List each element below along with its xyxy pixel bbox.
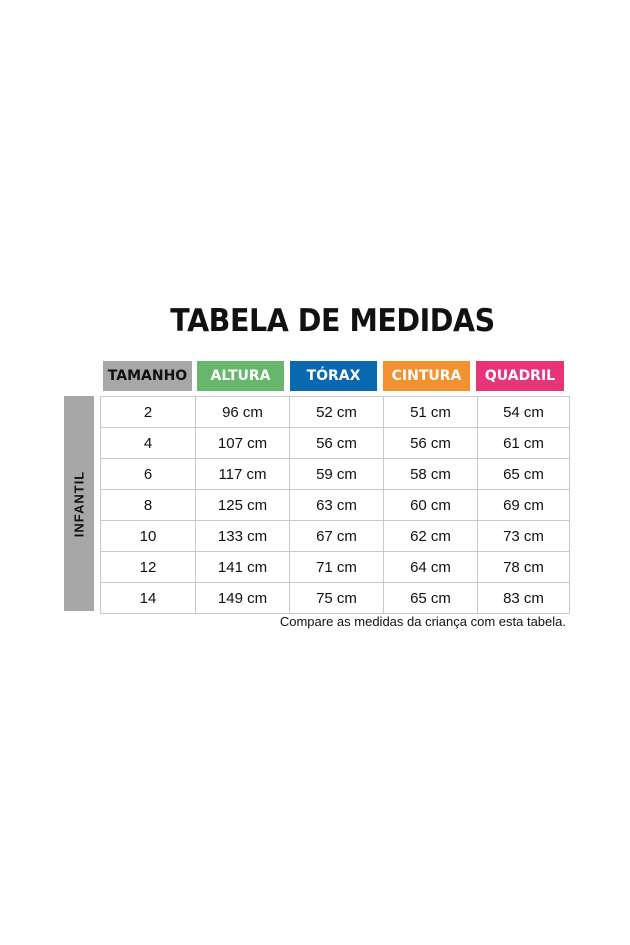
table-cell: 58 cm: [383, 458, 478, 490]
table-cell: 60 cm: [383, 489, 478, 521]
table-cell: 78 cm: [477, 551, 570, 583]
table-cell: 73 cm: [477, 520, 570, 552]
table-cell: 62 cm: [383, 520, 478, 552]
column-header-cintura: CINTURA: [383, 361, 470, 391]
table-cell: 75 cm: [289, 582, 384, 614]
size-group-text: INFANTIL: [71, 470, 87, 537]
table-cell: 63 cm: [289, 489, 384, 521]
size-table: 2 96 cm 52 cm 51 cm 54 cm 4 107 cm 56 cm 56 cm 61…: [100, 396, 570, 614]
table-cell: 54 cm: [477, 396, 570, 428]
table-cell: 69 cm: [477, 489, 570, 521]
table-cell: 107 cm: [195, 427, 290, 459]
table-cell: 6: [100, 458, 196, 490]
table-cell: 65 cm: [477, 458, 570, 490]
column-header-altura: ALTURA: [197, 361, 284, 391]
table-row: 10 133 cm 67 cm 62 cm 73 cm: [100, 520, 570, 552]
table-cell: 117 cm: [195, 458, 290, 490]
table-row: 6 117 cm 59 cm 58 cm 65 cm: [100, 458, 570, 490]
size-group-label: INFANTIL: [64, 396, 94, 611]
column-header-tamanho: TAMANHO: [103, 361, 192, 391]
column-header-tórax: TÓRAX: [290, 361, 377, 391]
table-row: 8 125 cm 63 cm 60 cm 69 cm: [100, 489, 570, 521]
table-cell: 96 cm: [195, 396, 290, 428]
table-cell: 67 cm: [289, 520, 384, 552]
table-cell: 14: [100, 582, 196, 614]
table-cell: 10: [100, 520, 196, 552]
table-cell: 56 cm: [383, 427, 478, 459]
table-cell: 8: [100, 489, 196, 521]
column-header-quadril: QUADRIL: [476, 361, 564, 391]
table-cell: 71 cm: [289, 551, 384, 583]
table-cell: 83 cm: [477, 582, 570, 614]
table-note: Compare as medidas da criança com esta t…: [279, 614, 566, 629]
table-cell: 133 cm: [195, 520, 290, 552]
table-row: 2 96 cm 52 cm 51 cm 54 cm: [100, 396, 570, 428]
table-cell: 4: [100, 427, 196, 459]
table-cell: 52 cm: [289, 396, 384, 428]
table-row: 14 149 cm 75 cm 65 cm 83 cm: [100, 582, 570, 614]
table-cell: 149 cm: [195, 582, 290, 614]
table-cell: 51 cm: [383, 396, 478, 428]
table-cell: 56 cm: [289, 427, 384, 459]
table-cell: 59 cm: [289, 458, 384, 490]
table-cell: 2: [100, 396, 196, 428]
table-cell: 141 cm: [195, 551, 290, 583]
table-cell: 64 cm: [383, 551, 478, 583]
table-cell: 65 cm: [383, 582, 478, 614]
page-title: TABELA DE MEDIDAS: [170, 303, 495, 339]
table-row: 4 107 cm 56 cm 56 cm 61 cm: [100, 427, 570, 459]
table-cell: 12: [100, 551, 196, 583]
table-cell: 61 cm: [477, 427, 570, 459]
table-cell: 125 cm: [195, 489, 290, 521]
table-row: 12 141 cm 71 cm 64 cm 78 cm: [100, 551, 570, 583]
